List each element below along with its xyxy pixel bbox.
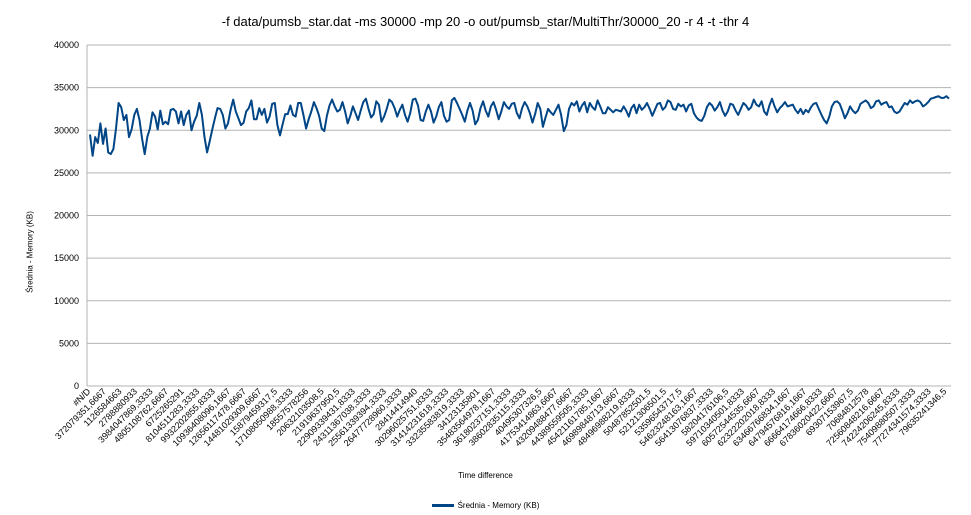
x-axis-title: Time difference [458,471,513,480]
y-tick-label: 0 [74,381,79,391]
legend-label: Średnia - Memory (KB) [457,501,540,510]
y-tick-label: 40000 [54,40,79,50]
y-tick-label: 20000 [54,211,79,221]
y-tick-label: 15000 [54,253,79,263]
y-tick-label: 30000 [54,125,79,135]
chart-title: -f data/pumsb_star.dat -ms 30000 -mp 20 … [221,14,750,29]
y-tick-label: 10000 [54,296,79,306]
legend-swatch [431,504,454,507]
series-line-memory [89,95,950,157]
y-tick-label: 25000 [54,168,79,178]
legend: Średnia - Memory (KB) [0,501,971,510]
line-chart: 0 5000 10000 15000 20000 25000 30000 35000 40000… [53,40,951,448]
y-tick-label: 5000 [59,338,79,348]
y-tick-label: 35000 [54,83,79,93]
